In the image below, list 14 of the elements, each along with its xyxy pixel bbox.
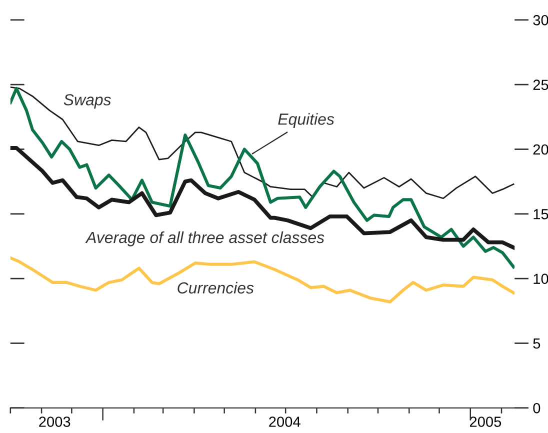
text: Equities	[278, 113, 334, 128]
y-tick-label: 15	[534, 209, 548, 220]
y-tick-label: 10	[534, 274, 548, 284]
x-tick-label: 2003	[39, 416, 70, 427]
series-label: Average of all three asset classes	[85, 231, 324, 246]
x-tick-label: 2004	[269, 416, 300, 427]
y-tick-label: 30	[533, 15, 548, 26]
series-label: Swaps	[64, 94, 111, 109]
y-tick-label: 0	[533, 402, 540, 414]
x-tick-label: 2005	[470, 416, 502, 427]
series-label: Currencies	[178, 282, 254, 294]
y-tick-label: 5	[533, 338, 540, 349]
y-tick-label: 20	[533, 144, 548, 155]
y-tick-label: 25	[533, 80, 548, 90]
